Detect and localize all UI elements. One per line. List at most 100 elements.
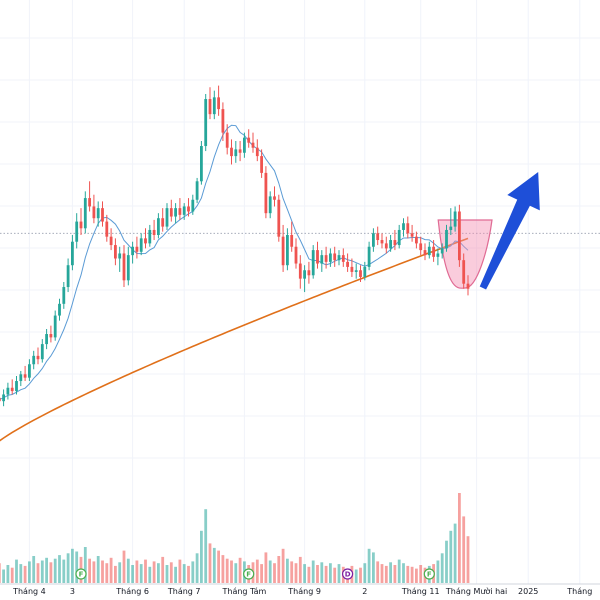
volume-bar <box>333 567 337 583</box>
candle <box>286 228 289 271</box>
candle-body <box>23 374 27 378</box>
candle-body <box>191 199 195 212</box>
candle <box>230 139 233 165</box>
volume-bar <box>19 564 23 583</box>
candle-body <box>268 196 272 214</box>
volume-bar <box>49 562 53 583</box>
candle <box>298 255 302 289</box>
candle-body <box>88 198 91 207</box>
candle <box>152 219 156 241</box>
candle-body <box>118 253 122 259</box>
candle-body <box>234 149 238 157</box>
volume-bar <box>2 569 5 583</box>
candle-body <box>238 149 242 153</box>
candle <box>316 241 319 269</box>
volume-bar <box>389 562 392 583</box>
breakout-arrow-annotation <box>479 172 540 290</box>
x-tick-label: 2025 <box>518 587 538 596</box>
event-marker: F <box>75 568 87 580</box>
candle <box>187 198 190 217</box>
x-axis: Tháng 4 3 Tháng 6 Tháng 7 Tháng Tám Tháng 9 2 T… <box>0 583 600 596</box>
candle <box>126 246 130 286</box>
x-axis-ticks: Tháng 4 3 Tháng 6 Tháng 7 Tháng Tám Tháng 9 2 T… <box>12 586 592 596</box>
candle-body <box>131 246 134 256</box>
volume-bar <box>139 564 143 583</box>
candle <box>333 246 337 267</box>
candle-body <box>303 270 306 279</box>
candle-body <box>139 238 143 252</box>
volume-bar <box>109 557 113 583</box>
candle-body <box>316 250 319 264</box>
candle <box>144 228 147 249</box>
volume-bar <box>453 523 457 583</box>
candle <box>135 236 139 259</box>
volume-bar <box>359 567 362 583</box>
volume-bar <box>397 559 401 583</box>
candle-body <box>350 266 354 272</box>
candle <box>139 233 143 256</box>
candle <box>458 204 461 267</box>
candle <box>466 275 470 296</box>
candle-body <box>324 255 328 262</box>
candle <box>208 87 212 120</box>
candle <box>397 224 401 249</box>
candle-body <box>169 208 173 217</box>
candle <box>174 203 177 224</box>
candle-body <box>286 235 289 266</box>
volume-bar <box>380 564 384 583</box>
candle <box>238 141 242 162</box>
volume-bar <box>419 565 423 583</box>
candle-body <box>208 99 212 115</box>
candle-body <box>10 387 14 392</box>
candle <box>346 253 349 272</box>
candle <box>406 216 410 239</box>
cup-shape <box>437 219 493 289</box>
candle-body <box>221 109 225 133</box>
volume-bar <box>96 556 100 583</box>
candle-body <box>204 99 208 147</box>
candle-body <box>135 246 139 252</box>
candle <box>195 177 199 204</box>
candle <box>66 258 70 293</box>
candle <box>83 191 87 234</box>
candle-body <box>393 240 397 246</box>
candle-body <box>53 315 57 338</box>
candle <box>372 228 375 252</box>
candle-body <box>40 344 44 360</box>
candle <box>32 350 36 370</box>
candle-body <box>62 287 66 304</box>
grid-lines <box>0 0 600 584</box>
candle <box>161 208 165 232</box>
candle <box>182 203 186 220</box>
candle-body <box>453 211 457 227</box>
candle-body <box>6 387 10 395</box>
candle <box>92 194 96 224</box>
volume-bar <box>384 565 388 583</box>
x-tick-label: Tháng 6 <box>115 587 149 596</box>
volume-bar <box>131 565 134 583</box>
volume-bar <box>71 548 74 583</box>
candle <box>255 139 259 162</box>
candle-body <box>436 253 440 257</box>
candle <box>101 201 104 227</box>
candle <box>273 186 276 207</box>
candle <box>359 265 362 282</box>
candle-body <box>466 283 470 289</box>
candle <box>402 218 405 237</box>
volume-bar <box>195 553 199 583</box>
volume-bar <box>436 560 440 583</box>
x-tick-label: Tháng 4 <box>12 587 46 596</box>
candle-body <box>217 97 220 110</box>
volume-bar <box>92 561 96 583</box>
volume-bar <box>36 563 40 583</box>
volume-bar <box>62 559 66 583</box>
candle <box>290 221 294 252</box>
candle-body <box>19 374 23 382</box>
candle <box>268 191 272 219</box>
candle <box>376 226 380 246</box>
candle-body <box>423 250 427 256</box>
candle <box>221 102 225 141</box>
volume-bar <box>264 552 268 583</box>
